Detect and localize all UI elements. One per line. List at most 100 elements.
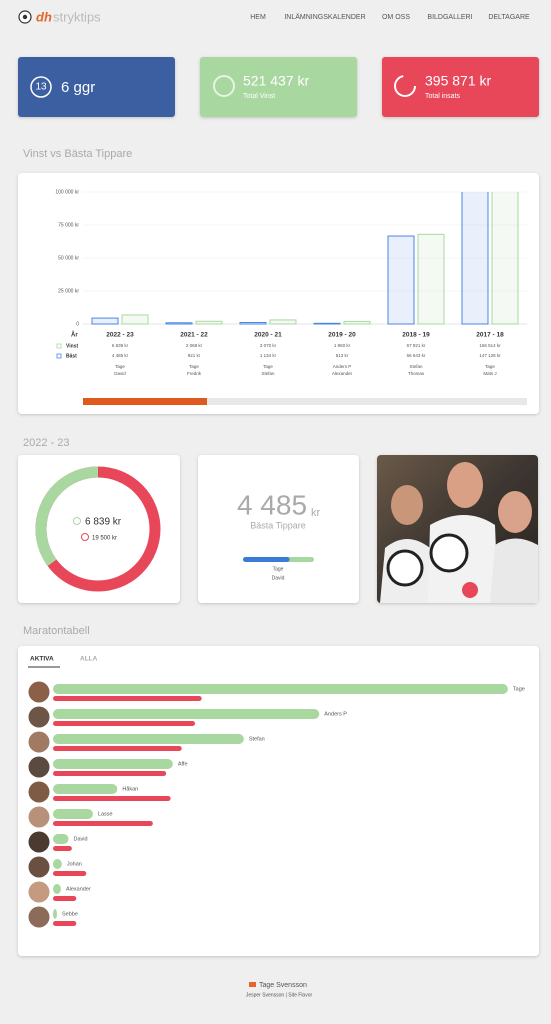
section-title: 2022 - 23 xyxy=(23,437,69,449)
player-name: Stefan xyxy=(249,736,265,742)
value-label: 147 128 kr xyxy=(479,353,501,358)
stakes-bar xyxy=(53,771,167,776)
chart: 0 25 000 kr 50 000 kr 75 000 kr 100 000 kr År… xyxy=(55,189,527,376)
section-title: Maratontabell xyxy=(23,625,90,637)
bar xyxy=(91,317,119,325)
avatar xyxy=(28,731,50,753)
avatar xyxy=(28,706,50,728)
stakes-bar xyxy=(53,896,77,901)
value-label: 66 643 kr xyxy=(407,353,426,358)
stat-value: 6 ggr xyxy=(61,79,95,96)
leader-name: Stefan xyxy=(261,371,275,376)
avatar xyxy=(28,756,50,778)
winnings-bar xyxy=(53,884,61,894)
stakes-bar xyxy=(53,846,72,851)
avatar xyxy=(28,681,50,703)
nav: HEM INLÄMNINGSKALENDER OM OSS BILDGALLERI DE… xyxy=(250,13,530,21)
scrollbar-thumb[interactable] xyxy=(83,398,207,405)
bar xyxy=(343,320,371,325)
legend-dot xyxy=(81,533,89,541)
value-label: 2 068 kr xyxy=(186,343,203,348)
leader-name: Stefan xyxy=(409,364,423,369)
legend-label: Bäst xyxy=(66,353,77,359)
leader-name: David xyxy=(114,371,126,376)
value-label: 4 485 kr xyxy=(112,353,129,358)
leader-name: Alexander xyxy=(332,371,353,376)
stakes-bar xyxy=(53,696,202,701)
legend-dot xyxy=(73,517,81,525)
icon xyxy=(394,75,416,97)
x-tick-label: 2018 - 19 xyxy=(402,332,430,339)
nav-link[interactable]: BILDGALLERI xyxy=(427,14,472,21)
player-name: Sebbe xyxy=(62,911,78,917)
winnings-bar xyxy=(53,859,62,869)
best-value: 4 485 xyxy=(237,489,307,520)
stat-label: Total insats xyxy=(425,93,461,100)
leader-name: Anders P xyxy=(333,364,352,369)
legend-swatch xyxy=(56,353,62,359)
bar xyxy=(461,192,489,325)
chart-card xyxy=(18,173,539,414)
nav-link[interactable]: HEM xyxy=(250,14,266,21)
player-name: Håkan xyxy=(122,785,138,792)
bar xyxy=(165,322,193,325)
value-label: 6 839 kr xyxy=(112,343,129,348)
donut-winnings xyxy=(35,466,161,592)
winnings-bar xyxy=(53,759,173,769)
plot-area xyxy=(91,192,519,325)
footer-contact[interactable]: Tage Svensson xyxy=(259,982,307,989)
marathon-bars: Tage Anders P Stefan Affe Håkan Lasse David Joh… xyxy=(28,681,525,928)
avatar xyxy=(28,806,50,828)
nav-link[interactable]: DELTAGARE xyxy=(488,14,530,21)
stat-card xyxy=(200,57,357,117)
value-label: 1 950 kr xyxy=(334,343,351,348)
tab[interactable]: AKTIVA xyxy=(30,656,54,663)
bar xyxy=(269,319,297,325)
leader-name: Tage xyxy=(263,364,273,369)
stat-label: Total Vinst xyxy=(243,93,275,100)
stakes-bar xyxy=(53,746,182,751)
winnings-bar xyxy=(53,684,508,694)
leader-name: Fredrik xyxy=(187,371,202,376)
x-tick-label: 2019 - 20 xyxy=(328,332,356,339)
stakes-bar xyxy=(53,871,87,876)
x-tick-label: 2021 - 22 xyxy=(180,332,208,339)
category-axis-label: År xyxy=(71,332,78,339)
stakes-bar xyxy=(53,796,171,801)
player-name: Johan xyxy=(67,861,82,867)
player-name: Alexander xyxy=(66,886,91,892)
bar xyxy=(417,233,445,325)
y-tick-label: 25 000 kr xyxy=(58,288,79,294)
best-card xyxy=(198,455,359,603)
bar xyxy=(195,320,223,325)
player-name: Affe xyxy=(178,761,188,767)
tab[interactable]: ALLA xyxy=(80,656,98,663)
logo[interactable]: dh stryktips xyxy=(18,9,101,24)
x-tick-label: 2017 - 18 xyxy=(476,332,504,339)
leader-name: Thomas xyxy=(408,371,425,376)
winnings-bar xyxy=(53,809,93,819)
photo[interactable] xyxy=(377,455,538,603)
stat-value: 521 437 kr xyxy=(243,73,309,89)
leader-name: Tage xyxy=(115,364,125,369)
donut-label: 19 500 kr xyxy=(92,536,117,542)
avatar xyxy=(28,856,50,878)
nav-link[interactable]: INLÄMNINGSKALENDER xyxy=(284,13,365,21)
best-unit: kr xyxy=(311,507,321,519)
best-name: David xyxy=(272,575,285,581)
stakes-bar xyxy=(53,721,196,726)
scrollbar-track[interactable] xyxy=(83,398,527,405)
logo-name: stryktips xyxy=(53,9,101,24)
nav-link[interactable]: OM OSS xyxy=(382,14,410,21)
y-tick-label: 75 000 kr xyxy=(58,222,79,228)
value-label: 513 kr xyxy=(336,353,349,358)
avatar xyxy=(28,906,50,928)
player-name: Lasse xyxy=(98,811,113,817)
progress xyxy=(243,557,314,562)
value-label: 166 514 kr xyxy=(479,343,501,348)
player-name: Anders P xyxy=(324,711,347,717)
winnings-bar xyxy=(53,784,118,794)
winnings-bar xyxy=(53,909,57,919)
